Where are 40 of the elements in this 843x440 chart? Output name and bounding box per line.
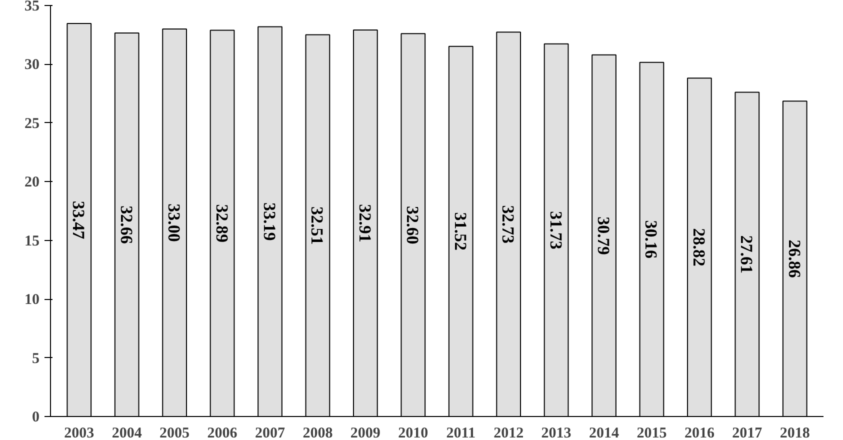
data-label: 30.16	[642, 220, 661, 259]
y-tick-label: 5	[32, 350, 40, 367]
y-tick-label: 25	[24, 116, 40, 132]
data-label: 32.73	[498, 205, 518, 244]
data-label: 26.86	[784, 240, 804, 278]
data-label: 30.79	[594, 216, 614, 255]
x-tick-label: 2014	[589, 426, 620, 440]
y-tick-label: 15	[24, 233, 40, 250]
y-tick-label: 0	[32, 410, 40, 426]
y-tick-label: 10	[24, 292, 40, 308]
data-label: 32.89	[212, 204, 232, 243]
data-label: 27.61	[737, 235, 756, 274]
x-tick-label: 2004	[112, 426, 142, 440]
data-label: 31.52	[450, 212, 470, 251]
data-label: 32.66	[116, 206, 136, 244]
data-label: 32.91	[355, 204, 374, 242]
x-tick-label: 2009	[350, 426, 380, 440]
y-tick-label: 35	[24, 0, 40, 14]
data-label: 32.60	[403, 206, 422, 244]
data-label: 28.82	[689, 228, 708, 266]
data-label: 31.73	[546, 211, 566, 250]
x-tick-label: 2006	[207, 426, 238, 440]
x-tick-label: 2005	[160, 426, 190, 440]
data-label: 32.51	[308, 206, 327, 245]
x-tick-label: 2003	[64, 426, 94, 440]
y-tick-label: 20	[24, 174, 40, 191]
y-tick-label: 30	[24, 57, 40, 74]
data-label: 33.00	[164, 204, 184, 242]
data-label: 33.19	[260, 202, 279, 241]
x-tick-label: 2018	[780, 426, 810, 440]
x-tick-label: 2012	[494, 426, 524, 440]
x-tick-label: 2011	[446, 426, 476, 440]
x-tick-label: 2015	[636, 426, 667, 440]
data-label: 33.47	[69, 200, 88, 240]
x-tick-label: 2007	[254, 426, 286, 440]
x-tick-label: 2013	[541, 426, 572, 440]
x-tick-label: 2010	[398, 426, 428, 440]
x-tick-label: 2008	[302, 426, 333, 440]
x-tick-label: 2016	[684, 426, 715, 440]
x-tick-label: 2017	[732, 426, 763, 440]
